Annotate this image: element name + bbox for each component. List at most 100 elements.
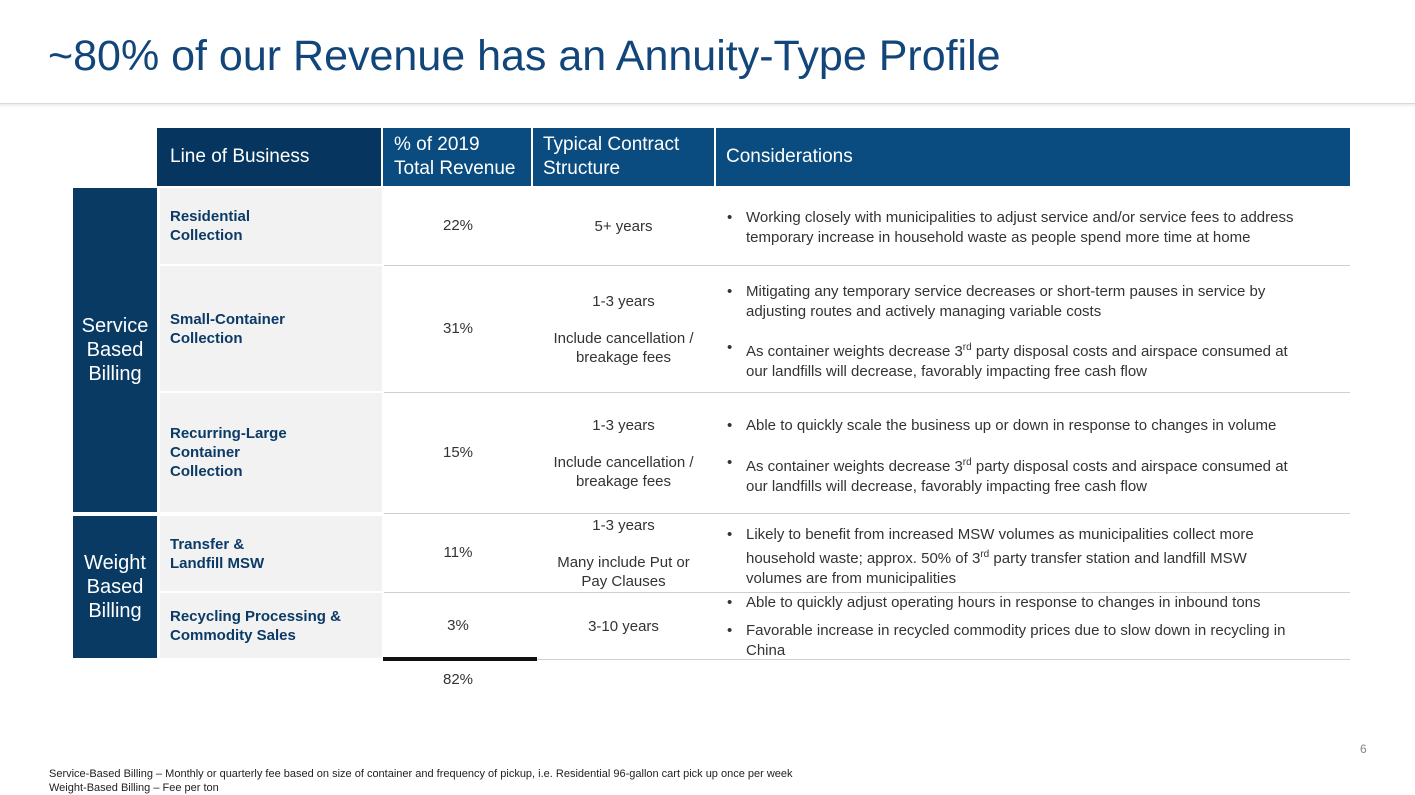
- bullet-text: party disposal costs and airspace consum…: [971, 458, 1288, 475]
- contract-recycling: 3-10 years: [533, 617, 714, 636]
- contract-text: breakage fees: [575, 473, 672, 490]
- row-divider: [384, 392, 1350, 393]
- bullet-text: Favorable increase in recycled commodity…: [746, 622, 1286, 639]
- header-line-of-business: Line of Business: [157, 128, 381, 186]
- contract-text: 3-10 years: [588, 618, 659, 635]
- contract-text: Include cancellation /: [553, 330, 694, 347]
- group-weight-line3: Billing: [88, 600, 142, 622]
- lob-text: Container: [170, 444, 241, 461]
- contract-text: Many include Put or: [557, 554, 690, 571]
- contract-transfer-landfill: 1-3 years Many include Put or Pay Clause…: [533, 516, 714, 591]
- bullet-dot: •: [727, 209, 733, 226]
- contract-small-container: 1-3 years Include cancellation / breakag…: [533, 292, 714, 367]
- bullet-recurring-large-1: • Able to quickly scale the business up …: [724, 416, 1344, 436]
- bullet-small-container-1: • Mitigating any temporary service decre…: [724, 282, 1344, 322]
- title-shadow: [0, 104, 1415, 108]
- group-service-line3: Billing: [88, 363, 142, 385]
- contract-text: 1-3 years: [592, 417, 655, 434]
- lob-text: Collection: [170, 227, 243, 244]
- bullet-small-container-2: • As container weights decrease 3rd part…: [724, 338, 1344, 382]
- group-weight-line2: Based: [86, 576, 144, 598]
- group-weight-line1: Weight: [84, 552, 146, 574]
- page-title: ~80% of our Revenue has an Annuity-Type …: [48, 32, 1001, 80]
- header-pct-line1: % of 2019: [394, 134, 480, 155]
- bullet-text: party disposal costs and airspace consum…: [971, 343, 1288, 360]
- header-lob-label: Line of Business: [170, 146, 310, 167]
- bullet-text: household waste; approx. 50% of 3: [746, 550, 981, 567]
- contract-text: Pay Clauses: [581, 573, 666, 590]
- lob-text: Small-Container: [170, 310, 286, 328]
- lob-text: Transfer &: [170, 535, 245, 553]
- footnote-weight-based: Weight-Based Billing – Fee per ton: [49, 782, 219, 794]
- bullet-recycling-2: • Favorable increase in recycled commodi…: [724, 621, 1344, 661]
- lob-recurring-large-container: Recurring-Large Container Collection: [160, 393, 382, 512]
- bullet-recycling-1: • Able to quickly adjust operating hours…: [724, 593, 1344, 613]
- header-pct-revenue: % of 2019 Total Revenue: [383, 128, 531, 186]
- lob-text: Recycling Processing &: [170, 607, 341, 625]
- lob-transfer-landfill-msw: Transfer & Landfill MSW: [160, 516, 382, 591]
- bullet-text: Mitigating any temporary service decreas…: [746, 283, 1266, 300]
- total-underline: [383, 657, 537, 661]
- page-number: 6: [1360, 742, 1367, 756]
- row-divider: [384, 659, 1350, 660]
- bullet-dot: •: [727, 622, 733, 639]
- bullet-recurring-large-2: • As container weights decrease 3rd part…: [724, 453, 1344, 497]
- bullet-text: Working closely with municipalities to a…: [746, 209, 1294, 226]
- bullet-sup: rd: [962, 342, 972, 353]
- total-pct: 82%: [442, 671, 474, 688]
- bullet-dot: •: [727, 594, 733, 611]
- bullet-text: China: [746, 642, 786, 659]
- bullet-dot: •: [727, 339, 733, 356]
- group-weight-based-billing: Weight Based Billing: [73, 516, 157, 658]
- contract-residential: 5+ years: [533, 217, 714, 236]
- bullet-text: Able to quickly adjust operating hours i…: [746, 594, 1261, 611]
- title-divider: [0, 103, 1415, 104]
- bullet-text: temporary increase in household waste as…: [746, 229, 1251, 246]
- group-service-based-billing: Service Based Billing: [73, 188, 157, 512]
- bullet-text: volumes are from municipalities: [746, 570, 957, 587]
- header-contract-line2: Structure: [543, 158, 621, 179]
- pct-residential: 22%: [442, 217, 474, 234]
- bullet-dot: •: [727, 454, 733, 471]
- row-divider: [384, 592, 1350, 593]
- bullet-transfer-landfill-1: • Likely to benefit from increased MSW v…: [724, 525, 1344, 589]
- pct-small-container: 31%: [442, 320, 474, 337]
- contract-text: Include cancellation /: [553, 454, 694, 471]
- bullet-dot: •: [727, 283, 733, 300]
- lob-text: Commodity Sales: [170, 626, 296, 644]
- pct-transfer-landfill: 11%: [443, 544, 473, 561]
- bullet-text: As container weights decrease 3: [746, 458, 963, 475]
- bullet-residential-1: • Working closely with municipalities to…: [724, 208, 1344, 248]
- bullet-text: Likely to benefit from increased MSW vol…: [746, 526, 1254, 543]
- bullet-dot: •: [727, 526, 733, 543]
- header-contract-structure: Typical Contract Structure: [533, 128, 714, 186]
- footnote-service-based: Service-Based Billing – Monthly or quart…: [49, 768, 793, 780]
- bullet-text: As container weights decrease 3: [746, 343, 963, 360]
- lob-small-container-collection: Small-Container Collection: [160, 266, 382, 391]
- lob-text: Residential: [170, 208, 251, 225]
- bullet-text: Able to quickly scale the business up or…: [746, 417, 1277, 434]
- header-pct-line2: Total Revenue: [394, 158, 516, 179]
- contract-text: 1-3 years: [592, 517, 655, 534]
- pct-recycling: 3%: [447, 617, 469, 634]
- lob-text: Recurring-Large: [170, 425, 287, 442]
- row-divider: [384, 513, 1350, 514]
- lob-residential-collection: Residential Collection: [160, 188, 382, 264]
- header-considerations-label: Considerations: [726, 146, 853, 167]
- bullet-dot: •: [727, 417, 733, 434]
- lob-text: Collection: [170, 463, 243, 480]
- contract-text: 1-3 years: [592, 293, 655, 310]
- bullet-text: our landfills will decrease, favorably i…: [746, 478, 1148, 495]
- group-service-line2: Based: [86, 339, 144, 361]
- lob-text: Landfill MSW: [170, 554, 265, 572]
- contract-recurring-large: 1-3 years Include cancellation / breakag…: [533, 416, 714, 491]
- bullet-text: adjusting routes and actively managing v…: [746, 303, 1102, 320]
- lob-recycling-processing: Recycling Processing & Commodity Sales: [160, 593, 382, 658]
- bullet-text: party transfer station and landfill MSW: [989, 550, 1247, 567]
- pct-recurring-large: 15%: [442, 444, 474, 461]
- group-service-line1: Service: [81, 315, 149, 337]
- contract-text: 5+ years: [594, 218, 653, 235]
- row-divider: [384, 265, 1350, 266]
- header-contract-line1: Typical Contract: [543, 134, 680, 155]
- lob-text: Collection: [170, 329, 243, 347]
